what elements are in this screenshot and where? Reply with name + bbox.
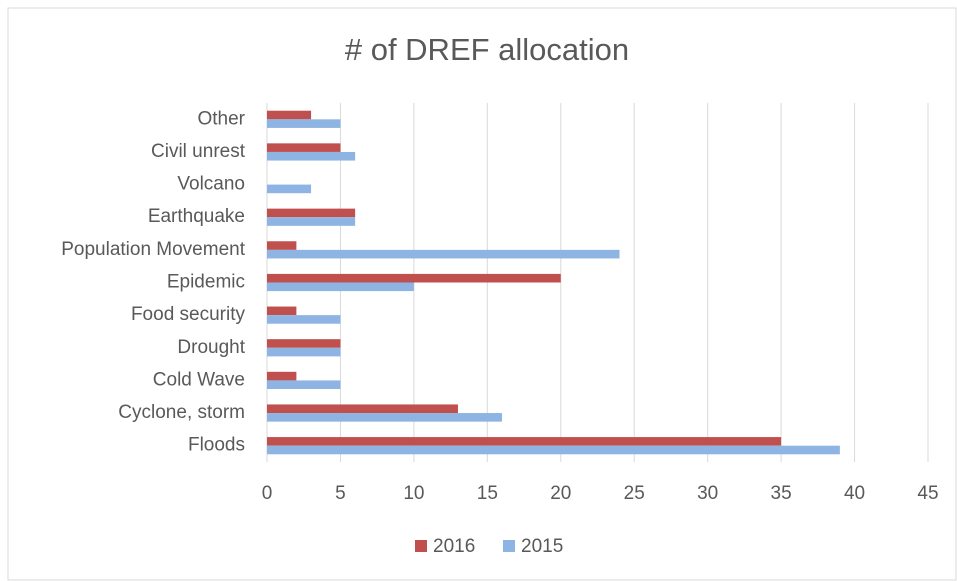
y-tick-label: Other <box>197 108 245 129</box>
bar <box>267 413 503 422</box>
bar <box>267 143 341 152</box>
x-tick-label: 5 <box>335 483 346 504</box>
x-tick-label: 20 <box>550 483 571 504</box>
bar <box>267 119 341 128</box>
legend-swatch <box>415 540 427 552</box>
x-tick-label: 0 <box>262 483 273 504</box>
bar <box>267 371 297 381</box>
legend-swatch <box>503 540 515 552</box>
bar <box>267 110 312 120</box>
y-tick-label: Food security <box>131 304 246 325</box>
y-tick-label: Floods <box>188 435 245 456</box>
x-tick-label: 25 <box>624 483 645 504</box>
bar <box>267 380 341 390</box>
y-tick-label: Cyclone, storm <box>118 402 245 423</box>
y-tick-label: Population Movement <box>61 239 245 260</box>
legend-label: 2016 <box>433 536 475 557</box>
bar <box>267 445 840 455</box>
x-tick-label: 40 <box>844 483 865 504</box>
chart-title: # of DREF allocation <box>345 32 629 67</box>
x-tick-label: 45 <box>917 483 938 504</box>
bar <box>267 151 356 161</box>
y-tick-label: Cold Wave <box>153 369 245 390</box>
bar <box>267 404 458 414</box>
y-tick-label: Earthquake <box>148 206 245 227</box>
bar <box>267 339 341 348</box>
bar <box>267 437 782 446</box>
bar <box>267 249 620 259</box>
bar <box>267 241 297 250</box>
chart-border <box>7 7 957 581</box>
legend-label: 2015 <box>521 536 563 557</box>
y-tick-label: Civil unrest <box>151 141 246 162</box>
bar <box>267 208 356 218</box>
x-tick-label: 15 <box>477 483 498 504</box>
bar <box>267 347 341 357</box>
bar <box>267 315 341 324</box>
bar <box>267 217 356 226</box>
y-tick-label: Drought <box>177 337 245 358</box>
y-tick-label: Epidemic <box>167 272 245 293</box>
bar <box>267 306 297 316</box>
bar <box>267 282 414 292</box>
bar <box>267 184 312 194</box>
x-tick-label: 35 <box>771 483 792 504</box>
y-tick-label: Volcano <box>177 174 245 195</box>
bar <box>267 273 561 283</box>
x-tick-label: 30 <box>697 483 718 504</box>
x-tick-label: 10 <box>403 483 424 504</box>
